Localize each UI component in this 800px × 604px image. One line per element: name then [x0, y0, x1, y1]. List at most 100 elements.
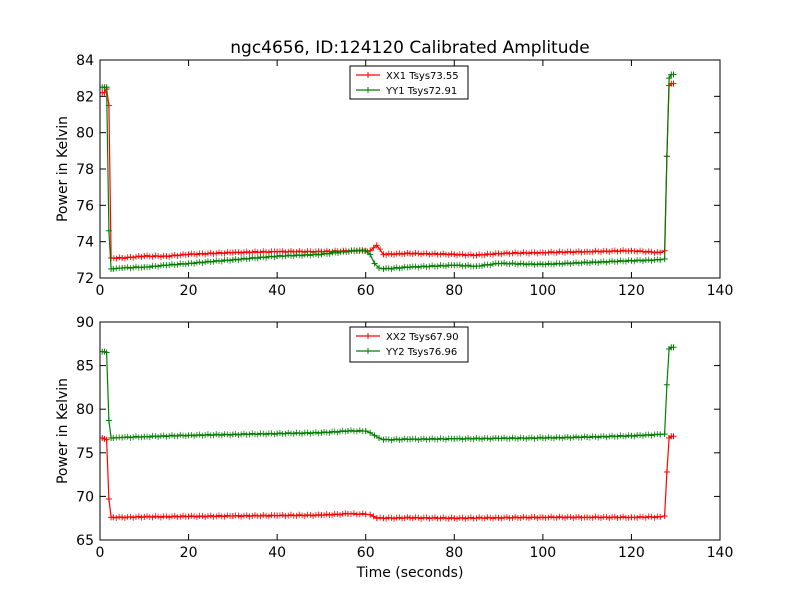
y-tick-label: 72 — [76, 271, 94, 287]
legend-entry-label: YY2 Tsys76.96 — [385, 347, 457, 358]
data-point — [110, 265, 117, 272]
x-tick-label: 100 — [529, 283, 556, 299]
x-tick-label: 80 — [445, 545, 463, 561]
legend-box — [349, 65, 469, 100]
plot-frame — [99, 321, 721, 541]
data-point — [318, 429, 325, 436]
data-point — [105, 227, 112, 234]
data-point — [584, 434, 591, 441]
y-tick-label: 84 — [76, 53, 94, 69]
data-point — [661, 255, 668, 262]
data-point — [371, 260, 378, 267]
data-point — [380, 265, 387, 272]
legend-entry-label: YY1 Tsys72.91 — [385, 86, 457, 97]
legend-box — [349, 326, 469, 363]
data-point — [407, 250, 413, 257]
data-point — [274, 253, 281, 260]
data-point — [380, 436, 387, 443]
data-point — [229, 431, 236, 438]
data-point — [229, 256, 236, 263]
data-point — [670, 80, 677, 87]
data-point — [407, 514, 413, 521]
data-point — [661, 513, 668, 520]
legend-entry-label: XX1 Tsys73.55 — [386, 71, 459, 82]
x-tick-label: 60 — [357, 545, 375, 561]
y-tick-label: 90 — [76, 315, 94, 331]
x-tick-label: 0 — [96, 545, 105, 561]
x-tick-label: 120 — [618, 283, 645, 299]
chart-title: ngc4656, ID:124120 Calibrated Amplitude — [230, 38, 589, 58]
data-point — [345, 428, 351, 434]
data-point — [657, 256, 664, 263]
data-point — [666, 75, 673, 82]
y-tick-label: 75 — [76, 446, 94, 462]
data-point — [373, 242, 380, 249]
data-point — [473, 252, 480, 259]
data-point — [376, 265, 382, 272]
data-point — [105, 417, 112, 424]
series-group — [100, 344, 677, 522]
x-tick-label: 60 — [357, 283, 375, 299]
data-point — [584, 259, 591, 266]
legend-entry-label: XX2 Tsys67.90 — [386, 332, 459, 343]
y-axis-label: Power in Kelvin — [55, 378, 71, 484]
data-point — [670, 433, 677, 440]
y-tick-label: 80 — [76, 126, 94, 142]
data-point — [185, 251, 192, 258]
data-point — [103, 436, 110, 443]
data-point — [373, 515, 380, 522]
data-point — [367, 251, 374, 258]
data-point — [663, 468, 670, 475]
y-tick-label: 74 — [76, 235, 94, 251]
x-axis-label: Time (seconds) — [356, 565, 464, 581]
x-tick-label: 80 — [445, 283, 463, 299]
data-point — [451, 515, 458, 522]
x-tick-label: 0 — [96, 283, 105, 299]
data-point — [103, 349, 110, 356]
data-point — [353, 247, 360, 254]
data-point — [663, 153, 670, 160]
data-point — [380, 251, 387, 258]
y-axis-label: Power in Kelvin — [55, 116, 71, 222]
x-tick-label: 40 — [268, 283, 286, 299]
y-tick-label: 70 — [76, 489, 94, 505]
data-point — [110, 434, 117, 441]
data-point — [451, 251, 458, 258]
y-tick-label: 80 — [76, 402, 94, 418]
x-tick-label: 120 — [618, 545, 645, 561]
data-point — [657, 249, 664, 256]
x-tick-label: 20 — [180, 283, 198, 299]
y-tick-label: 85 — [76, 359, 94, 375]
data-point — [661, 431, 668, 438]
x-tick-label: 140 — [707, 545, 734, 561]
data-point — [141, 513, 148, 520]
y-tick-label: 82 — [76, 89, 94, 105]
data-point — [185, 260, 192, 267]
data-point — [670, 71, 677, 78]
subplot-top: 0 20 40 60 80 100 120 140 72 74 76 78 80 82 84 Power in… — [55, 53, 733, 299]
data-point — [663, 381, 670, 388]
x-tick-label: 40 — [268, 545, 286, 561]
legend: XX2 Tsys67.90 YY2 Tsys76.96 — [349, 326, 469, 363]
data-point — [318, 251, 325, 258]
legend: XX1 Tsys73.55 YY1 Tsys72.91 — [349, 65, 469, 100]
y-tick-label: 78 — [76, 162, 94, 178]
data-point — [628, 257, 635, 264]
x-tick-label: 100 — [529, 545, 556, 561]
y-tick-label: 65 — [76, 533, 94, 549]
data-point — [105, 496, 112, 503]
data-point — [376, 434, 382, 441]
data-point — [110, 514, 117, 521]
data-point — [371, 432, 378, 439]
data-point — [367, 511, 374, 518]
data-point — [103, 84, 110, 91]
data-point — [380, 515, 387, 522]
data-point — [141, 253, 148, 260]
data-point — [367, 429, 374, 436]
data-point — [274, 430, 281, 437]
data-point — [119, 514, 126, 521]
subplot-bottom: 0 20 40 60 80 100 120 140 65 70 75 80 85 90 Power in K… — [55, 315, 733, 561]
x-tick-label: 140 — [707, 283, 734, 299]
